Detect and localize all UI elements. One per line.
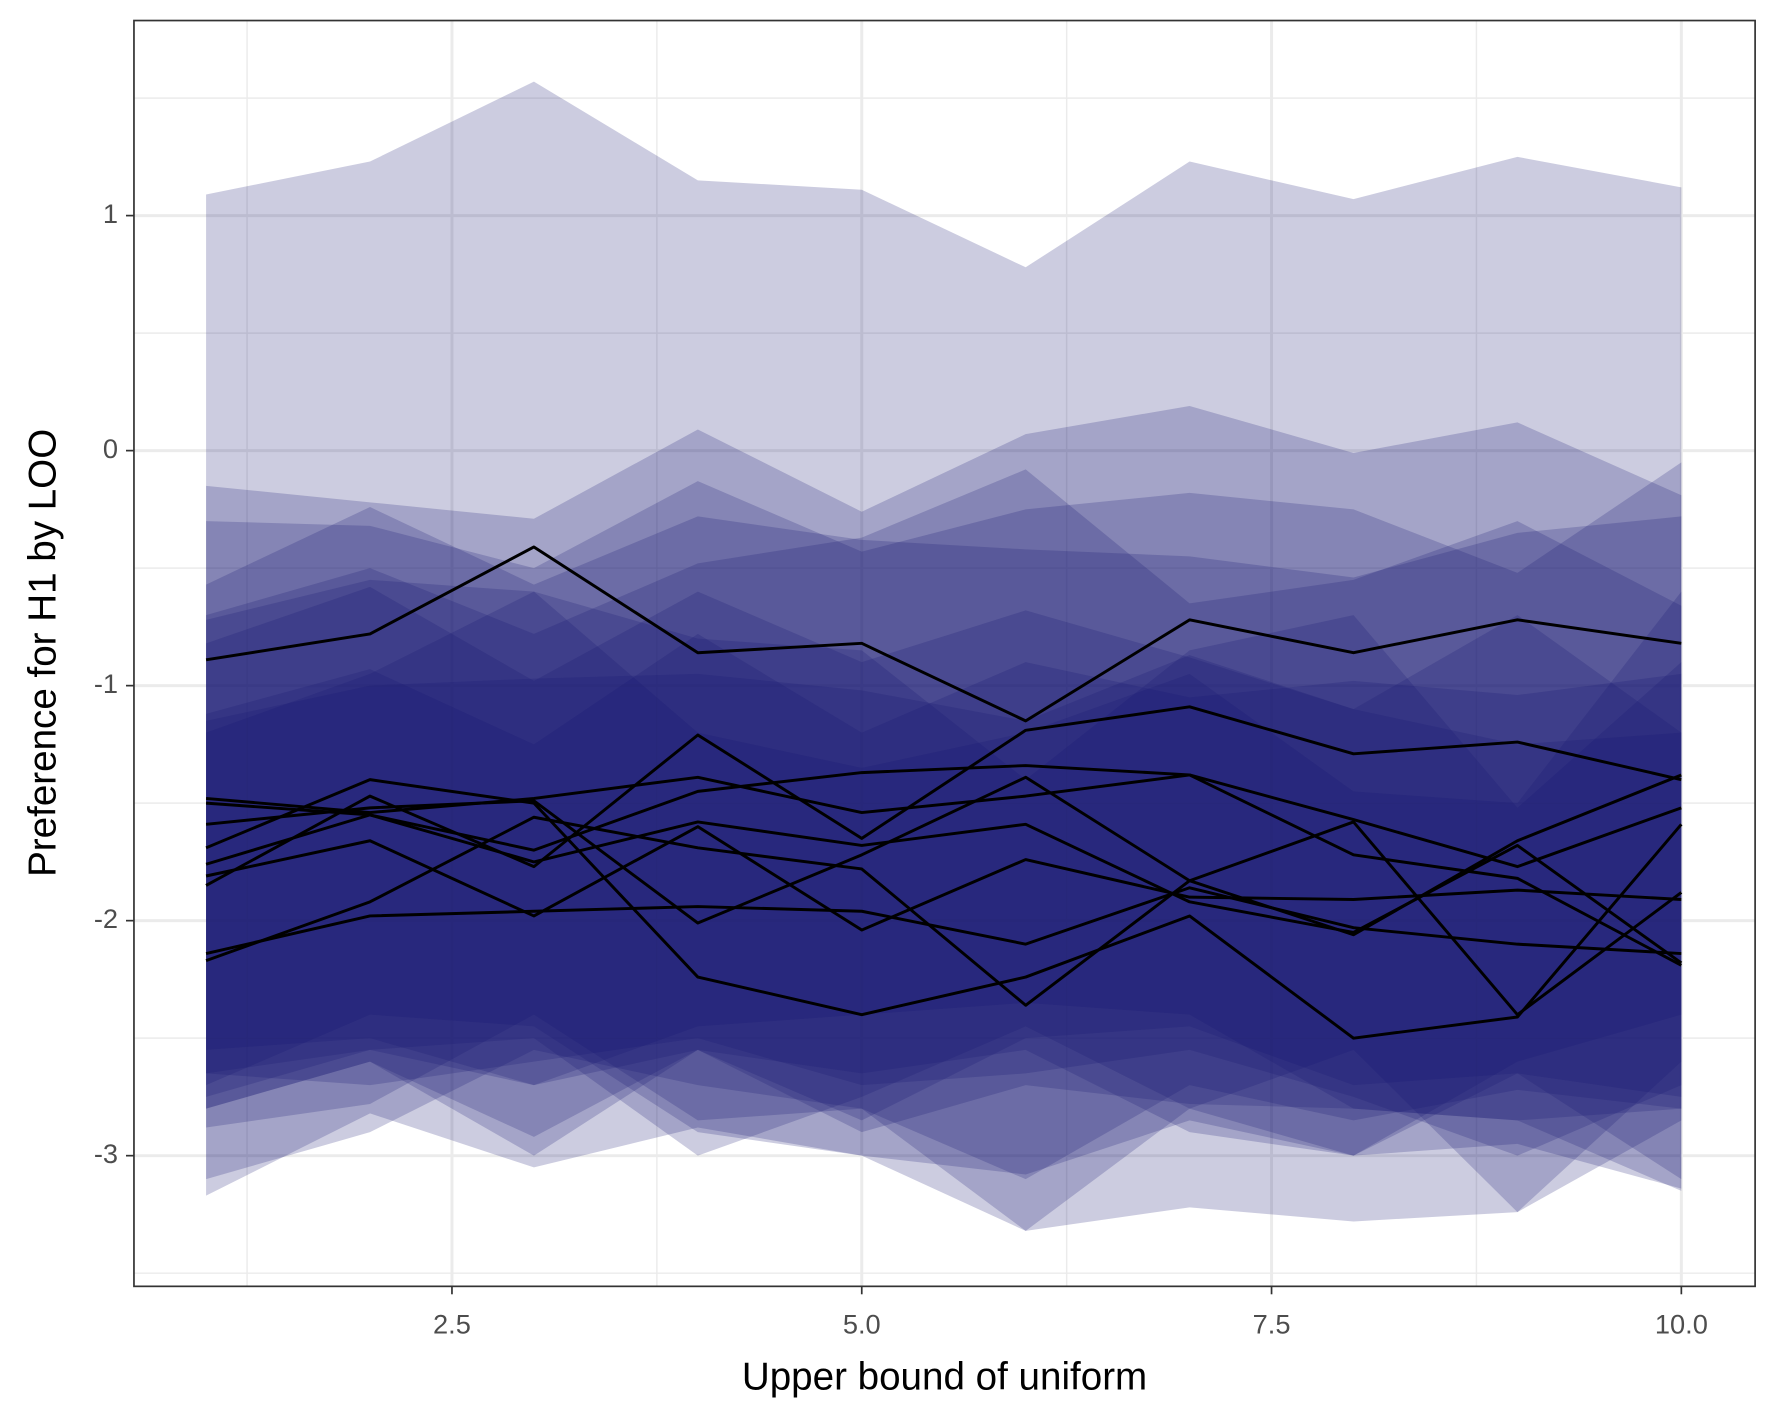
lines <box>205 545 1683 1040</box>
ribbon <box>206 81 1682 1180</box>
ribbon <box>206 462 1682 1156</box>
ribbon <box>206 507 1682 1191</box>
x-axis-label: Upper bound of uniform <box>742 1356 1147 1399</box>
y-tick-label: 0 <box>103 433 118 464</box>
grid <box>133 20 1756 1287</box>
panel-border <box>133 19 1756 1288</box>
ribbon <box>206 405 1682 1156</box>
line <box>205 813 1683 965</box>
ribbon <box>206 586 1682 1180</box>
ribbon <box>206 469 1682 1156</box>
line <box>205 886 1682 956</box>
y-tick-label: 1 <box>103 198 118 229</box>
line <box>205 545 1682 723</box>
x-tick-label: 7.5 <box>1253 1308 1291 1339</box>
x-tick-label: 10.0 <box>1655 1308 1708 1339</box>
ribbons <box>206 81 1682 1231</box>
y-tick-label: -1 <box>94 668 118 699</box>
line <box>205 778 1683 1040</box>
x-tick-label: 5.0 <box>843 1308 881 1339</box>
axes: 2.5 5.0 7.5 10.0 1 0 -1 -2 -3 <box>94 198 1708 1339</box>
ribbon <box>206 655 1682 1196</box>
ribbon <box>206 579 1682 1231</box>
y-tick-label: -2 <box>94 903 118 934</box>
x-tick-label: 2.5 <box>433 1308 471 1339</box>
y-tick-label: -3 <box>94 1138 118 1169</box>
ribbon <box>206 633 1682 1137</box>
line <box>205 764 1683 967</box>
line <box>205 815 1683 1017</box>
ribbon <box>206 591 1682 1231</box>
y-axis-label: Preference for H1 by LOO <box>22 429 65 877</box>
line <box>205 825 1682 932</box>
